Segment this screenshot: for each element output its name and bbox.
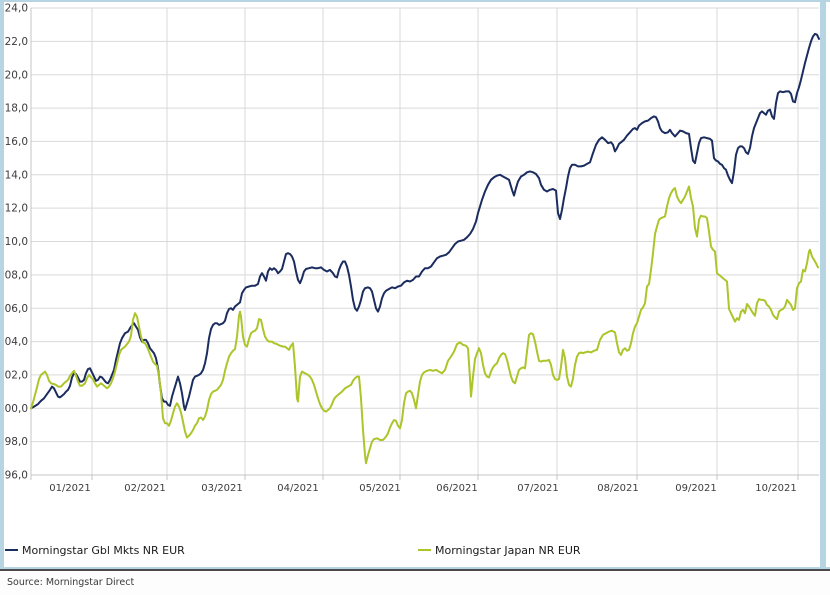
y-axis-label: 102,0 [0, 370, 28, 382]
panel-edge-left [0, 0, 4, 569]
series-line-gbl-mkts [30, 32, 820, 411]
y-axis-label: 106,0 [0, 303, 28, 315]
panel-edge-right [820, 0, 826, 569]
y-axis-label: 114,0 [0, 169, 28, 181]
legend: Morningstar Gbl Mkts NR EUR Morningstar … [0, 539, 830, 565]
legend-label-gbl-mkts: Morningstar Gbl Mkts NR EUR [22, 543, 185, 557]
x-axis-label: 07/2021 [517, 483, 559, 494]
legend-label-japan: Morningstar Japan NR EUR [435, 543, 581, 557]
y-axis-label: 118,0 [0, 103, 28, 115]
chart-plot-area: 124,0 122,0 120,0 118,0 116,0 114,0 112,0 110,0… [0, 3, 820, 494]
legend-item-gbl-mkts: Morningstar Gbl Mkts NR EUR [5, 541, 185, 559]
y-axis-label: 98,0 [5, 436, 28, 448]
y-axis-label: 116,0 [0, 136, 28, 148]
x-axis-label: 09/2021 [675, 483, 717, 494]
x-axis-label: 01/2021 [49, 483, 91, 494]
x-axis-label: 05/2021 [359, 483, 401, 494]
chart-svg: 124,0 122,0 120,0 118,0 116,0 114,0 112,0 110,0… [0, 3, 820, 494]
panel-edge-top [0, 0, 830, 2]
y-axis-label: 104,0 [0, 336, 28, 348]
series-line-japan [30, 185, 819, 465]
y-axis-label: 100,0 [0, 403, 28, 415]
legend-item-japan: Morningstar Japan NR EUR [418, 541, 581, 559]
y-axis-label: 122,0 [0, 36, 28, 48]
y-axis-label: 110,0 [0, 236, 28, 248]
source-text: Source: Morningstar Direct [7, 577, 135, 588]
x-axis-label: 06/2021 [436, 483, 478, 494]
y-axis-label: 112,0 [0, 203, 28, 215]
x-axis-label: 08/2021 [597, 483, 639, 494]
legend-line-swatch-gbl-mkts [5, 549, 18, 551]
x-axis-label: 10/2021 [755, 483, 797, 494]
x-axis-label: 04/2021 [277, 483, 319, 494]
chart-panel: 124,0 122,0 120,0 118,0 116,0 114,0 112,0 110,0… [0, 0, 830, 569]
source-bar: Source: Morningstar Direct [0, 569, 830, 595]
legend-line-swatch-japan [418, 549, 431, 551]
x-axis-label: 02/2021 [124, 483, 166, 494]
y-axis-label: 124,0 [0, 3, 28, 15]
y-axis-label: 108,0 [0, 270, 28, 282]
y-axis-label: 96,0 [5, 470, 28, 482]
y-axis-label: 120,0 [0, 69, 28, 81]
panel-edge-bottom [0, 567, 830, 569]
x-axis-label: 03/2021 [201, 483, 243, 494]
